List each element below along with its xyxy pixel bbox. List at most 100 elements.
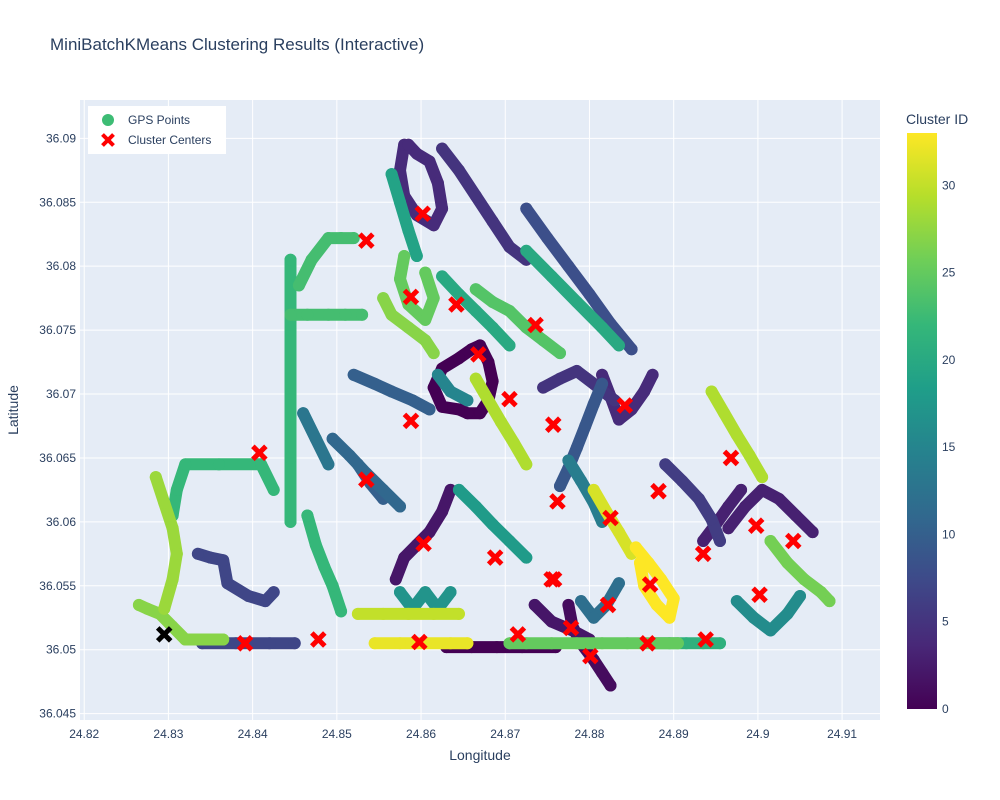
- gps-point: [621, 637, 634, 650]
- legend-gps-points-label[interactable]: GPS Points: [128, 113, 190, 127]
- gps-point: [815, 586, 828, 599]
- gps-point: [714, 535, 726, 548]
- gps-point: [423, 403, 436, 416]
- colorbar-tick-label: 20: [942, 353, 956, 367]
- gps-point: [368, 637, 381, 650]
- gps-point: [402, 607, 415, 620]
- gps-point: [730, 428, 743, 441]
- cluster-center-marker: [602, 509, 619, 527]
- gps-point: [596, 321, 609, 334]
- gps-point: [587, 611, 600, 624]
- gps-point: [503, 535, 516, 548]
- gps-point: [663, 611, 676, 624]
- y-tick-label: 36.06: [46, 515, 76, 529]
- gps-point: [570, 637, 583, 650]
- gps-point: [347, 232, 360, 245]
- gps-point: [259, 595, 272, 608]
- gps-point: [583, 288, 596, 301]
- gps-point: [351, 607, 364, 620]
- gps-point: [427, 607, 440, 620]
- gps-point: [495, 416, 508, 429]
- gps-point: [394, 500, 406, 513]
- cluster-center-marker: [310, 631, 327, 648]
- gps-point: [604, 679, 617, 692]
- gps-point: [503, 304, 516, 317]
- gps-point: [537, 334, 550, 347]
- gps-point: [410, 147, 423, 160]
- gps-point: [735, 483, 748, 496]
- gps-point: [575, 474, 588, 487]
- gps-point: [596, 637, 609, 650]
- cluster-center-marker: [751, 586, 768, 603]
- gps-point: [335, 232, 348, 245]
- gps-point: [301, 308, 314, 321]
- gps-point: [764, 535, 777, 548]
- gps-point: [431, 177, 444, 190]
- gps-point: [217, 554, 230, 567]
- y-tick-label: 36.065: [39, 451, 76, 465]
- gps-point: [166, 522, 179, 535]
- x-tick-label: 24.84: [238, 727, 268, 741]
- gps-point: [743, 449, 756, 462]
- gps-point: [545, 637, 558, 650]
- gps-point: [461, 394, 474, 407]
- gps-point: [322, 458, 335, 471]
- gps-point: [676, 474, 689, 487]
- y-tick-labels: 36.045 36.05 36.055 36.06 36.065 36.07 36.075 3…: [39, 131, 76, 720]
- gps-point: [427, 381, 440, 394]
- gps-point: [714, 637, 726, 650]
- gps-track-line: [697, 483, 748, 547]
- cluster-center-marker: [722, 449, 740, 467]
- gps-point: [339, 308, 352, 321]
- gps-point: [469, 283, 482, 296]
- x-axis-title: Longitude: [449, 747, 511, 763]
- gps-point: [638, 385, 651, 398]
- gps-point: [419, 586, 432, 599]
- gps-point: [570, 441, 583, 454]
- gps-point: [196, 633, 209, 646]
- gps-point: [335, 605, 348, 618]
- gps-point: [545, 615, 558, 628]
- gps-point: [562, 260, 575, 273]
- colorbar: [907, 133, 937, 709]
- cluster-center-marker: [641, 576, 659, 593]
- gps-point: [705, 385, 718, 398]
- gps-point: [343, 449, 356, 462]
- gps-point: [554, 480, 566, 493]
- legend[interactable]: GPS Points Cluster Centers: [88, 106, 226, 154]
- gps-point: [469, 189, 482, 202]
- gps-point: [575, 595, 588, 608]
- gps-point: [520, 202, 533, 215]
- gps-point: [292, 279, 305, 292]
- gps-point: [823, 595, 836, 608]
- gps-point: [394, 586, 406, 599]
- gps-track-line: [528, 598, 596, 646]
- gps-point: [419, 266, 432, 279]
- gps-point: [406, 394, 419, 407]
- cluster-center-marker: [639, 635, 656, 652]
- x-tick-label: 24.82: [69, 727, 99, 741]
- gps-point: [158, 602, 171, 615]
- gps-point: [730, 595, 743, 608]
- gps-point: [267, 483, 280, 496]
- cluster-center-marker: [411, 633, 428, 651]
- gps-tracks: [132, 138, 836, 692]
- cluster-center-marker: [501, 390, 518, 408]
- gps-point: [596, 368, 609, 381]
- cluster-center-marker: [414, 205, 432, 223]
- gps-point: [650, 598, 663, 611]
- legend-cluster-centers-label[interactable]: Cluster Centers: [128, 133, 211, 147]
- x-tick-label: 24.88: [574, 727, 604, 741]
- gps-point: [444, 586, 457, 599]
- gps-point: [612, 526, 625, 539]
- gps-point: [579, 419, 592, 432]
- cluster-center-marker: [697, 631, 714, 648]
- gps-point: [419, 313, 432, 326]
- legend-gps-points-marker: [102, 114, 114, 126]
- gps-point: [217, 633, 230, 646]
- gps-point: [427, 347, 440, 360]
- y-tick-label: 36.085: [39, 195, 76, 209]
- gps-point: [318, 560, 331, 573]
- gps-point: [284, 253, 297, 266]
